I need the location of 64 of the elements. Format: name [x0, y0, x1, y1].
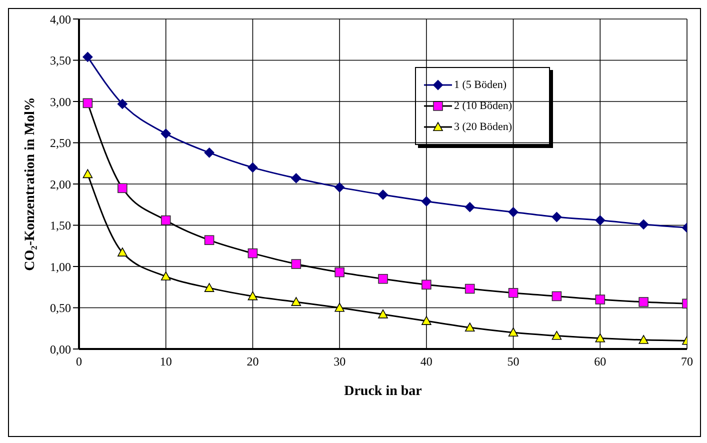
point: [291, 259, 302, 269]
point: [118, 183, 128, 194]
y-tick-label: 2,50: [50, 136, 71, 150]
x-tick-label: 50: [507, 354, 520, 369]
point: [464, 322, 475, 332]
x-tick-label: 20: [246, 354, 259, 369]
y-axis-title: CO₂-Konzentration in Mol%: [22, 97, 38, 271]
x-axis-title: Druck in bar: [344, 384, 422, 399]
x-tick-label: 30: [334, 354, 346, 369]
point: [334, 267, 344, 278]
point: [422, 280, 432, 290]
point: [248, 248, 258, 258]
point: [464, 202, 475, 212]
y-tick-label: 4,00: [50, 12, 71, 26]
y-tick-label: 3,50: [50, 54, 71, 68]
y-tick-label: 2,00: [50, 177, 71, 192]
legend-label: 3 (20 Böden): [454, 121, 512, 133]
point: [464, 284, 475, 294]
point: [638, 297, 648, 307]
x-tick-label: 10: [160, 354, 172, 369]
point: [204, 283, 214, 292]
point: [204, 148, 214, 158]
y-tick-label: 0,00: [50, 342, 71, 356]
point: [248, 162, 258, 172]
point: [422, 316, 432, 325]
point: [595, 215, 606, 226]
point: [117, 98, 128, 109]
legend-label: 2 (10 Böden): [454, 100, 512, 112]
point: [160, 215, 171, 226]
point: [378, 190, 388, 200]
point: [552, 330, 562, 340]
x-tick-label: 70: [681, 354, 693, 369]
y-tick-label: 1,50: [50, 218, 71, 233]
point: [378, 274, 388, 284]
point: [118, 248, 128, 256]
point: [334, 182, 345, 192]
point: [378, 309, 388, 318]
point: [291, 173, 302, 184]
y-tick-label: 1,00: [50, 260, 71, 274]
point: [291, 297, 302, 306]
point: [508, 328, 518, 336]
point: [595, 333, 606, 342]
legend-label: 1 (5 Böden): [454, 79, 507, 91]
x-tick-label: 0: [76, 354, 82, 369]
point: [552, 291, 562, 302]
point: [82, 98, 93, 108]
point: [508, 288, 518, 298]
point: [638, 219, 649, 230]
point: [82, 52, 93, 62]
x-tick-label: 60: [594, 354, 606, 369]
point: [160, 128, 171, 139]
point: [552, 212, 562, 222]
point: [82, 169, 93, 178]
point: [421, 196, 432, 206]
point: [248, 291, 258, 300]
point: [204, 235, 214, 245]
point: [160, 272, 171, 280]
point: [508, 207, 518, 218]
point: [334, 302, 344, 312]
y-tick-label: 3,00: [50, 94, 71, 109]
point: [595, 294, 606, 304]
point: [638, 335, 648, 344]
x-tick-label: 40: [420, 354, 432, 369]
y-tick-label: 0,50: [50, 301, 71, 316]
